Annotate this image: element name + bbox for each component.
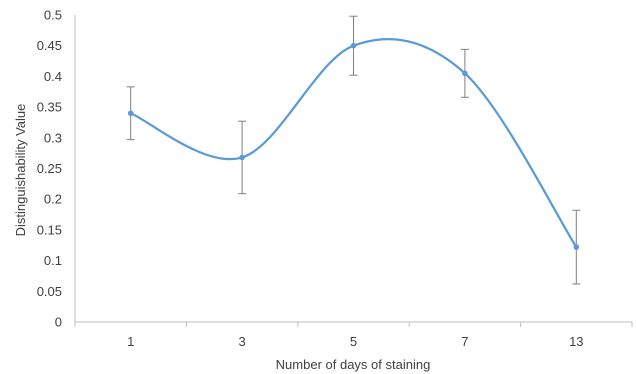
y-tick-label: 0.35: [37, 100, 62, 115]
x-tick-labels: 1 3 5 7 13: [127, 334, 583, 349]
x-tick-label: 13: [569, 334, 583, 349]
y-tick-label: 0.25: [37, 161, 62, 176]
y-tick-label: 0.1: [44, 253, 62, 268]
y-tick-label: 0.2: [44, 192, 62, 207]
data-markers: [127, 42, 580, 250]
x-tick-label: 7: [461, 334, 468, 349]
data-point: [573, 244, 580, 250]
data-point: [462, 70, 468, 77]
y-tick-label: 0.45: [37, 38, 62, 53]
y-tick-label: 0.15: [37, 222, 62, 237]
y-tick-label: 0.3: [44, 130, 62, 145]
data-point: [239, 154, 245, 161]
plot-area: [74, 15, 632, 323]
y-tick-label: 0.5: [44, 8, 62, 23]
x-tick-label: 5: [350, 334, 357, 349]
x-axis-title: Number of days of staining: [276, 357, 431, 372]
data-point: [127, 110, 134, 117]
y-tick-label: 0.4: [44, 69, 62, 84]
y-tick-label: 0.05: [37, 284, 62, 299]
y-tick-labels: 0 0.05 0.1 0.15 0.2 0.25 0.3 0.35 0.4 0.45 0.5: [37, 8, 62, 330]
x-tick-label: 1: [127, 334, 134, 349]
x-tick-label: 3: [238, 334, 245, 349]
y-axis-title: Distinguishability Value: [13, 104, 28, 237]
y-tick-label: 0: [55, 315, 62, 330]
data-point: [350, 42, 357, 49]
x-tick-marks: [74, 322, 633, 327]
